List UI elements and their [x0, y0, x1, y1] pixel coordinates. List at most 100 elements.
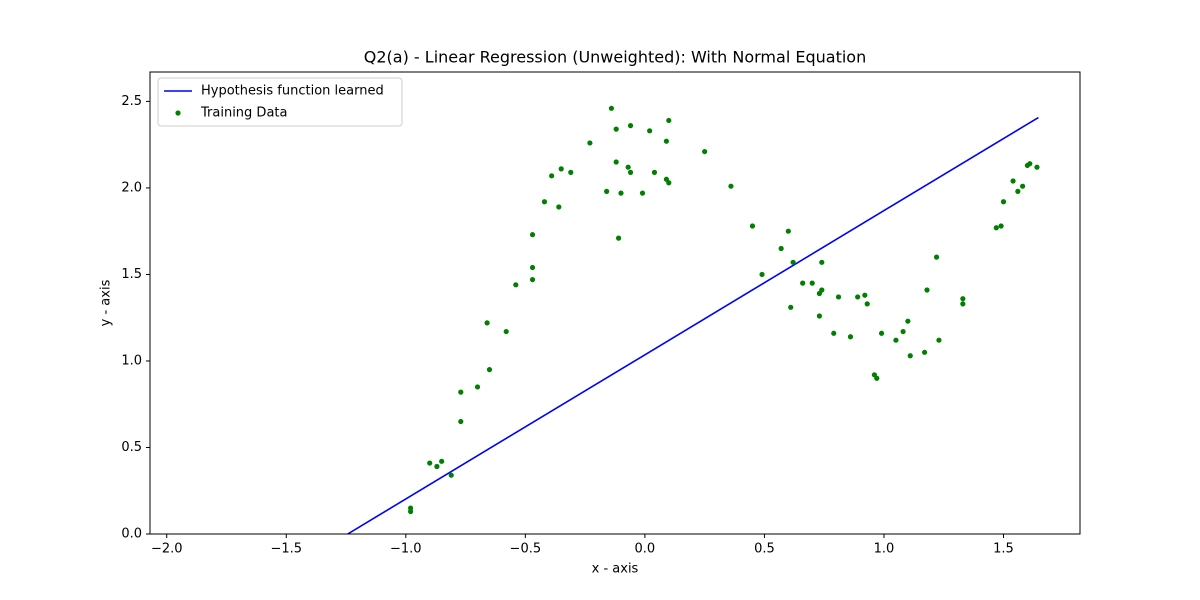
data-point: [625, 164, 631, 170]
data-point: [639, 190, 646, 196]
hypothesis-line: [347, 116, 1039, 534]
x-tick-label: 0.0: [635, 542, 656, 557]
data-point: [513, 282, 519, 288]
data-point: [558, 166, 564, 172]
y-tick-label: 2.0: [121, 180, 142, 195]
data-point: [556, 204, 562, 210]
data-point: [993, 225, 999, 231]
data-point: [458, 389, 464, 395]
chart-title: Q2(a) - Linear Regression (Unweighted): …: [364, 48, 866, 67]
data-point: [922, 349, 928, 355]
x-tick-label: −2.0: [151, 542, 183, 557]
data-point: [1015, 188, 1021, 194]
data-point: [407, 508, 414, 515]
x-tick-label: −0.5: [510, 542, 542, 557]
data-point: [960, 301, 966, 307]
data-point: [458, 418, 464, 425]
data-point: [439, 458, 445, 464]
data-point: [960, 296, 966, 302]
y-tick-label: 0.0: [121, 527, 142, 542]
data-point: [529, 232, 536, 238]
data-point: [800, 280, 806, 286]
data-point: [1020, 183, 1026, 189]
axes-frame: [149, 71, 1081, 535]
data-point: [627, 169, 634, 175]
x-tick-label: 1.0: [874, 542, 895, 557]
legend-label: Training Data: [200, 106, 287, 121]
data-point: [651, 169, 658, 175]
data-point: [831, 330, 837, 336]
data-point: [587, 140, 593, 146]
y-tick-label: 1.0: [121, 353, 142, 368]
data-point: [835, 294, 842, 300]
data-point: [819, 259, 825, 265]
data-point: [613, 159, 619, 165]
data-point: [666, 117, 672, 124]
data-point: [847, 334, 854, 340]
data-point: [615, 235, 622, 241]
data-point: [1010, 178, 1016, 184]
y-tick-label: 0.5: [121, 440, 142, 455]
data-point: [568, 169, 574, 175]
data-point: [448, 472, 454, 478]
data-point: [878, 330, 885, 336]
data-point: [484, 320, 490, 326]
data-point: [666, 180, 672, 186]
data-point: [816, 313, 823, 319]
data-point: [998, 223, 1004, 229]
data-point: [663, 138, 670, 144]
y-tick-label: 2.5: [121, 94, 142, 109]
data-point: [788, 304, 794, 310]
data-point: [549, 173, 555, 179]
data-point: [924, 287, 930, 293]
data-point: [474, 384, 481, 390]
x-tick-label: −1.5: [270, 542, 302, 557]
data-point: [627, 123, 634, 129]
x-tick-label: 0.5: [754, 542, 775, 557]
data-point: [427, 460, 433, 466]
data-point: [541, 199, 548, 205]
x-tick-label: 1.5: [993, 542, 1014, 557]
x-axis-label: x - axis: [592, 562, 639, 577]
legend-label: Hypothesis function learned: [201, 84, 384, 99]
legend-swatch: [175, 110, 181, 116]
data-point: [1027, 161, 1033, 167]
data-point: [529, 264, 536, 271]
x-tick-label: −1.0: [390, 542, 422, 557]
data-point: [486, 367, 493, 373]
legend-box: [157, 77, 403, 127]
data-point: [1034, 164, 1040, 170]
y-tick-label: 1.5: [121, 267, 142, 282]
data-point: [503, 328, 509, 335]
data-point: [874, 375, 880, 381]
data-point: [933, 254, 940, 260]
data-point: [618, 190, 624, 196]
data-point: [790, 259, 796, 265]
data-point: [862, 292, 868, 298]
y-axis-label: y - axis: [99, 279, 114, 326]
data-point: [900, 328, 906, 335]
data-point: [778, 245, 784, 252]
data-point: [647, 128, 653, 134]
data-point: [759, 271, 765, 278]
data-point: [936, 337, 942, 343]
data-point: [893, 337, 899, 343]
ticks: −2.0 −1.5 −1.0 −0.5 0.0 0.5 1.0 1.5 0.0 0.5 1.0 1.5…: [121, 94, 1014, 557]
data-point: [819, 287, 825, 293]
data-point: [604, 188, 610, 194]
data-point: [907, 353, 913, 359]
data-point: [749, 223, 756, 229]
legend: Hypothesis function learned Training Data: [157, 77, 403, 127]
data-point: [613, 126, 619, 132]
data-point: [608, 105, 615, 111]
data-point: [702, 148, 708, 155]
data-point: [529, 277, 536, 283]
data-point: [855, 294, 861, 300]
data-point: [864, 301, 870, 307]
data-point: [809, 280, 815, 286]
data-point: [434, 463, 440, 470]
plot-area: [347, 105, 1040, 534]
data-point: [785, 228, 791, 234]
data-point: [905, 318, 911, 324]
